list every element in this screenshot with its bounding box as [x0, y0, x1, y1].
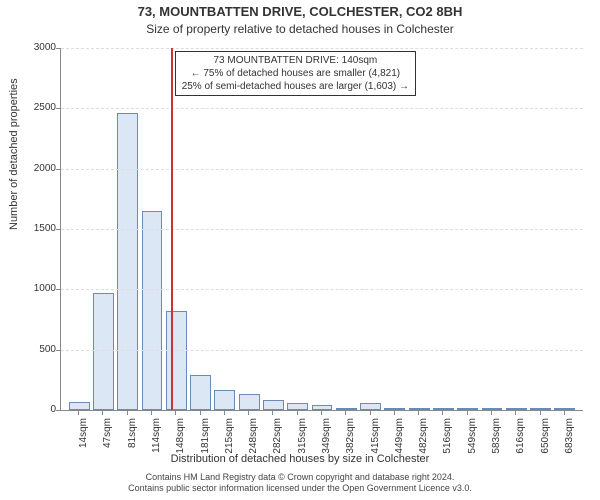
- xtick-label: 215sqm: [224, 418, 235, 468]
- ytick-label: 1000: [16, 284, 56, 294]
- xtick-label: 248sqm: [248, 418, 259, 468]
- ytick-mark: [56, 229, 61, 230]
- xtick-label: 482sqm: [418, 418, 429, 468]
- marker-line: [171, 48, 173, 410]
- xtick-mark: [418, 410, 419, 415]
- xtick-mark: [467, 410, 468, 415]
- xtick-label: 349sqm: [321, 418, 332, 468]
- bar: [69, 402, 90, 410]
- xtick-mark: [200, 410, 201, 415]
- bar: [457, 408, 478, 410]
- xtick-label: 516sqm: [442, 418, 453, 468]
- bar: [360, 403, 381, 410]
- chart-container: 73, MOUNTBATTEN DRIVE, COLCHESTER, CO2 8…: [0, 0, 600, 500]
- ytick-mark: [56, 289, 61, 290]
- bar: [214, 390, 235, 411]
- gridline: [61, 108, 583, 109]
- xtick-mark: [151, 410, 152, 415]
- xtick-label: 683sqm: [564, 418, 575, 468]
- bar: [384, 408, 405, 410]
- xtick-label: 148sqm: [175, 418, 186, 468]
- bar: [433, 408, 454, 410]
- xtick-mark: [272, 410, 273, 415]
- ytick-label: 2000: [16, 164, 56, 174]
- xtick-label: 81sqm: [127, 418, 138, 468]
- ytick-label: 2500: [16, 103, 56, 113]
- ytick-mark: [56, 410, 61, 411]
- info-box: 73 MOUNTBATTEN DRIVE: 140sqm← 75% of det…: [175, 51, 416, 96]
- bar: [166, 311, 187, 410]
- xtick-label: 449sqm: [394, 418, 405, 468]
- xtick-mark: [297, 410, 298, 415]
- xtick-mark: [248, 410, 249, 415]
- bar: [93, 293, 114, 410]
- ytick-mark: [56, 48, 61, 49]
- xtick-mark: [442, 410, 443, 415]
- xtick-mark: [540, 410, 541, 415]
- xtick-label: 47sqm: [102, 418, 113, 468]
- bar: [530, 408, 551, 410]
- xtick-label: 282sqm: [272, 418, 283, 468]
- xtick-mark: [175, 410, 176, 415]
- ytick-mark: [56, 350, 61, 351]
- xtick-label: 181sqm: [200, 418, 211, 468]
- info-box-line: 73 MOUNTBATTEN DRIVE: 140sqm: [182, 54, 409, 67]
- xtick-label: 650sqm: [540, 418, 551, 468]
- bar: [263, 400, 284, 410]
- bar: [117, 113, 138, 410]
- bar: [287, 403, 308, 410]
- xtick-label: 549sqm: [467, 418, 478, 468]
- ytick-label: 3000: [16, 43, 56, 53]
- info-box-line: ← 75% of detached houses are smaller (4,…: [182, 67, 409, 80]
- xtick-mark: [127, 410, 128, 415]
- xtick-mark: [224, 410, 225, 415]
- ytick-label: 500: [16, 345, 56, 355]
- footer-attribution: Contains HM Land Registry data © Crown c…: [0, 472, 600, 494]
- xtick-mark: [394, 410, 395, 415]
- chart-title: 73, MOUNTBATTEN DRIVE, COLCHESTER, CO2 8…: [0, 4, 600, 19]
- gridline: [61, 350, 583, 351]
- xtick-mark: [78, 410, 79, 415]
- info-box-line: 25% of semi-detached houses are larger (…: [182, 80, 409, 93]
- xtick-label: 583sqm: [491, 418, 502, 468]
- ytick-mark: [56, 169, 61, 170]
- bar: [190, 375, 211, 410]
- bar: [554, 408, 575, 410]
- xtick-label: 315sqm: [297, 418, 308, 468]
- xtick-label: 382sqm: [345, 418, 356, 468]
- xtick-mark: [515, 410, 516, 415]
- xtick-mark: [102, 410, 103, 415]
- footer-line2: Contains public sector information licen…: [128, 483, 472, 493]
- xtick-mark: [564, 410, 565, 415]
- gridline: [61, 48, 583, 49]
- gridline: [61, 229, 583, 230]
- xtick-label: 114sqm: [151, 418, 162, 468]
- bar: [239, 394, 260, 410]
- chart-subtitle: Size of property relative to detached ho…: [0, 22, 600, 36]
- xtick-mark: [370, 410, 371, 415]
- ytick-label: 1500: [16, 224, 56, 234]
- footer-line1: Contains HM Land Registry data © Crown c…: [146, 472, 455, 482]
- bar: [142, 211, 163, 410]
- xtick-label: 14sqm: [78, 418, 89, 468]
- xtick-label: 415sqm: [370, 418, 381, 468]
- xtick-mark: [345, 410, 346, 415]
- ytick-mark: [56, 108, 61, 109]
- gridline: [61, 289, 583, 290]
- y-axis-label: Number of detached properties: [8, 78, 20, 230]
- xtick-mark: [321, 410, 322, 415]
- gridline: [61, 169, 583, 170]
- ytick-label: 0: [16, 405, 56, 415]
- xtick-label: 616sqm: [515, 418, 526, 468]
- xtick-mark: [491, 410, 492, 415]
- plot-area: 73 MOUNTBATTEN DRIVE: 140sqm← 75% of det…: [60, 48, 583, 411]
